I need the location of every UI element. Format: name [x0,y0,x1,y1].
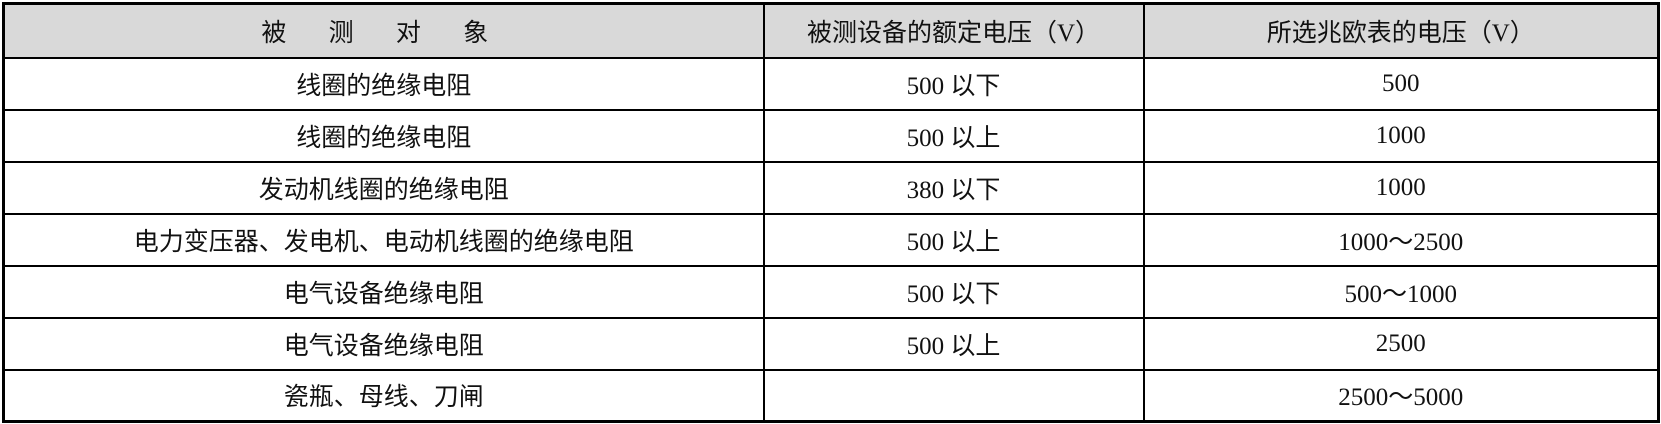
cell-megohmmeter-voltage: 500～1000 [1142,264,1660,319]
cell-megohmmeter-voltage: 2500～5000 [1142,368,1660,423]
cell-megohmmeter-voltage: 1000 [1142,160,1660,215]
table-row: 发动机线圈的绝缘电阻 380 以下 1000 [2,160,1660,215]
table-row: 电气设备绝缘电阻 500 以上 2500 [2,316,1660,371]
header-rated-voltage: 被测设备的额定电压（V） [762,2,1145,59]
cell-test-object: 电气设备绝缘电阻 [2,316,765,371]
table-row: 电力变压器、发电机、电动机线圈的绝缘电阻 500 以上 1000～2500 [2,212,1660,267]
header-megohmmeter-voltage: 所选兆欧表的电压（V） [1142,2,1660,59]
table-row: 线圈的绝缘电阻 500 以下 500 [2,56,1660,111]
table-header-row: 被 测 对 象 被测设备的额定电压（V） 所选兆欧表的电压（V） [2,2,1660,59]
cell-test-object: 瓷瓶、母线、刀闸 [2,368,765,423]
cell-megohmmeter-voltage: 2500 [1142,316,1660,371]
cell-megohmmeter-voltage: 1000～2500 [1142,212,1660,267]
cell-test-object: 发动机线圈的绝缘电阻 [2,160,765,215]
cell-test-object: 线圈的绝缘电阻 [2,56,765,111]
cell-rated-voltage: 500 以上 [762,108,1145,163]
cell-test-object: 电气设备绝缘电阻 [2,264,765,319]
cell-rated-voltage: 500 以上 [762,316,1145,371]
cell-rated-voltage: 380 以下 [762,160,1145,215]
cell-megohmmeter-voltage: 1000 [1142,108,1660,163]
table-row: 线圈的绝缘电阻 500 以上 1000 [2,108,1660,163]
cell-rated-voltage: 500 以下 [762,56,1145,111]
cell-megohmmeter-voltage: 500 [1142,56,1660,111]
table-row: 瓷瓶、母线、刀闸 2500～5000 [2,368,1660,423]
table-row: 电气设备绝缘电阻 500 以下 500～1000 [2,264,1660,319]
cell-rated-voltage: 500 以下 [762,264,1145,319]
header-test-object: 被 测 对 象 [2,2,765,59]
cell-rated-voltage: 500 以上 [762,212,1145,267]
cell-test-object: 线圈的绝缘电阻 [2,108,765,163]
cell-test-object: 电力变压器、发电机、电动机线圈的绝缘电阻 [2,212,765,267]
cell-rated-voltage [762,368,1145,423]
